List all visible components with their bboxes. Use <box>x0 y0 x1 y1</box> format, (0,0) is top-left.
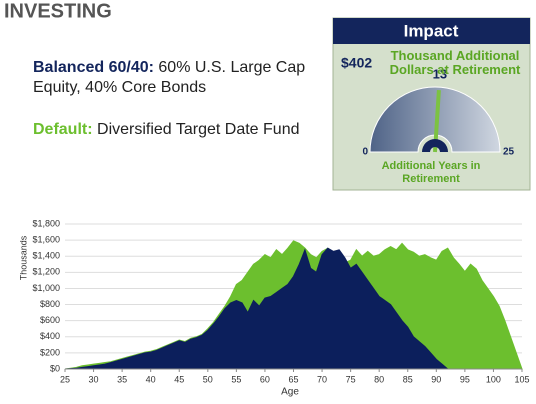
y-tick-label: $1,800 <box>32 218 60 228</box>
option-label: Balanced 60/40: <box>33 59 154 76</box>
x-tick-label: 85 <box>403 374 413 384</box>
option-text: Diversified Target Date Fund <box>97 121 300 138</box>
x-tick-label: 80 <box>374 374 384 384</box>
y-tick-label: $600 <box>40 315 60 325</box>
x-tick-label: 35 <box>117 374 127 384</box>
y-tick-label: $1,200 <box>32 267 60 277</box>
x-tick-label: 25 <box>60 374 70 384</box>
x-tick-label: 70 <box>317 374 327 384</box>
x-tick-label: 30 <box>89 374 99 384</box>
x-tick-label: 60 <box>260 374 270 384</box>
y-tick-label: $1,600 <box>32 234 60 244</box>
impact-title: Impact <box>404 21 459 40</box>
impact-amount: $402 <box>341 55 372 71</box>
x-tick-label: 95 <box>460 374 470 384</box>
gauge-arc <box>369 86 501 153</box>
y-tick-label: $0 <box>50 363 60 373</box>
gauge-max: 25 <box>503 147 515 158</box>
x-tick-label: 90 <box>431 374 441 384</box>
option-text: 60% U.S. Large Cap Equity, 40% Core Bond… <box>33 59 306 96</box>
y-tick-label: $200 <box>40 347 60 357</box>
x-tick-label: 100 <box>486 374 501 384</box>
x-tick-label: 55 <box>231 374 241 384</box>
y-tick-label: $800 <box>40 299 60 309</box>
gauge-min: 0 <box>362 147 368 158</box>
option-label: Default: <box>33 121 93 138</box>
impact-header <box>333 18 530 44</box>
option: Default: Diversified Target Date Fund <box>33 120 333 140</box>
area <box>64 247 450 370</box>
gauge-hub <box>422 139 448 152</box>
option: Balanced 60/40: 60% U.S. Large Cap Equit… <box>33 58 333 98</box>
gauge-label: Additional Years in Retirement <box>381 160 481 185</box>
x-tick-label: 45 <box>174 374 184 384</box>
y-tick-label: $1,400 <box>32 251 60 261</box>
x-tick-label: 75 <box>346 374 356 384</box>
x-tick-label: 40 <box>146 374 156 384</box>
gauge: 13 0 25 <box>362 67 514 158</box>
plot: $0 $200 $400 $600 $800 $1,000 $1,200 $1,400 $1,6… <box>32 218 529 384</box>
x-axis-label: Age <box>281 387 299 398</box>
x-tick-label: 65 <box>288 374 298 384</box>
amount-label: Thousand Additional Dollars at Retiremen… <box>389 48 521 77</box>
y-tick-label: $1,000 <box>32 283 60 293</box>
x-tick-label: 105 <box>514 374 529 384</box>
page-title: INVESTING <box>4 0 112 22</box>
gauge-value: 13 <box>433 67 447 82</box>
y-axis-label: Thousands <box>18 235 28 280</box>
y-tick-label: $400 <box>40 331 60 341</box>
x-tick-label: 50 <box>203 374 213 384</box>
